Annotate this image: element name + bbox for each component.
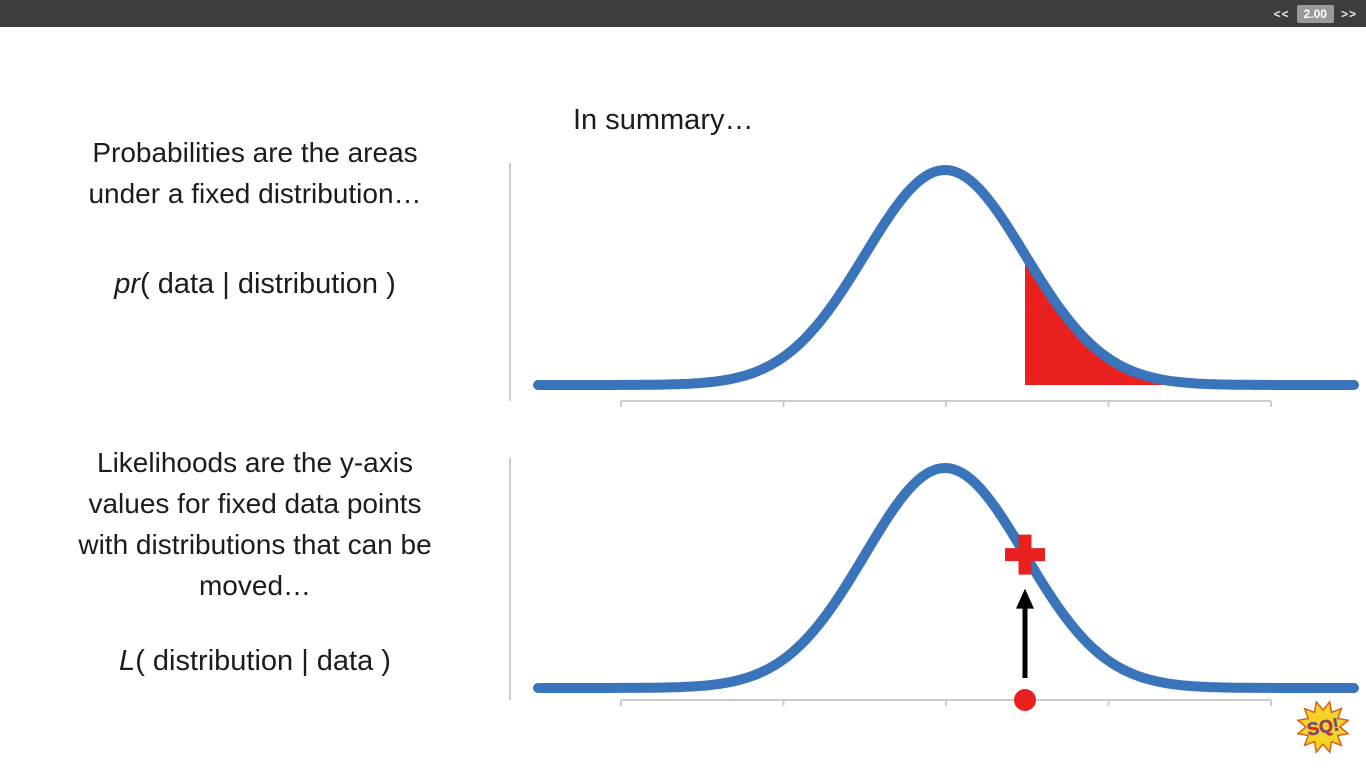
likelihood-plus-marker bbox=[1005, 534, 1045, 575]
arrow-head-icon bbox=[1016, 588, 1034, 609]
speed-up-button[interactable]: >> bbox=[1340, 6, 1357, 21]
probability-chart bbox=[509, 163, 1359, 407]
statquest-logo: SQ! bbox=[1296, 700, 1350, 754]
probability-notation-rest: ( data | distribution ) bbox=[140, 268, 396, 300]
speed-controls: << 2.00 >> bbox=[1273, 4, 1366, 23]
distribution-curve bbox=[533, 165, 1359, 390]
slide-heading: In summary… bbox=[573, 104, 754, 136]
probability-notation-prefix: pr bbox=[114, 268, 141, 300]
likelihood-caption: Likelihoods are the y-axis values for fi… bbox=[78, 447, 432, 601]
speed-value[interactable]: 2.00 bbox=[1296, 4, 1334, 23]
shaded-probability-area bbox=[1025, 254, 1225, 385]
probability-caption: Probabilities are the areas under a fixe… bbox=[88, 137, 422, 209]
probability-notation: pr( data | distribution ) bbox=[30, 268, 480, 301]
distribution-curve bbox=[533, 463, 1359, 693]
likelihood-notation-prefix: L bbox=[119, 645, 136, 677]
logo-starburst-icon bbox=[1296, 700, 1350, 754]
data-point-dot bbox=[1014, 689, 1036, 711]
likelihood-notation-rest: ( distribution | data ) bbox=[135, 645, 391, 677]
speed-down-button[interactable]: << bbox=[1273, 6, 1290, 21]
likelihood-notation: L( distribution | data ) bbox=[20, 645, 490, 678]
playback-speed-bar: << 2.00 >> bbox=[0, 0, 1366, 27]
likelihood-chart bbox=[509, 458, 1359, 711]
